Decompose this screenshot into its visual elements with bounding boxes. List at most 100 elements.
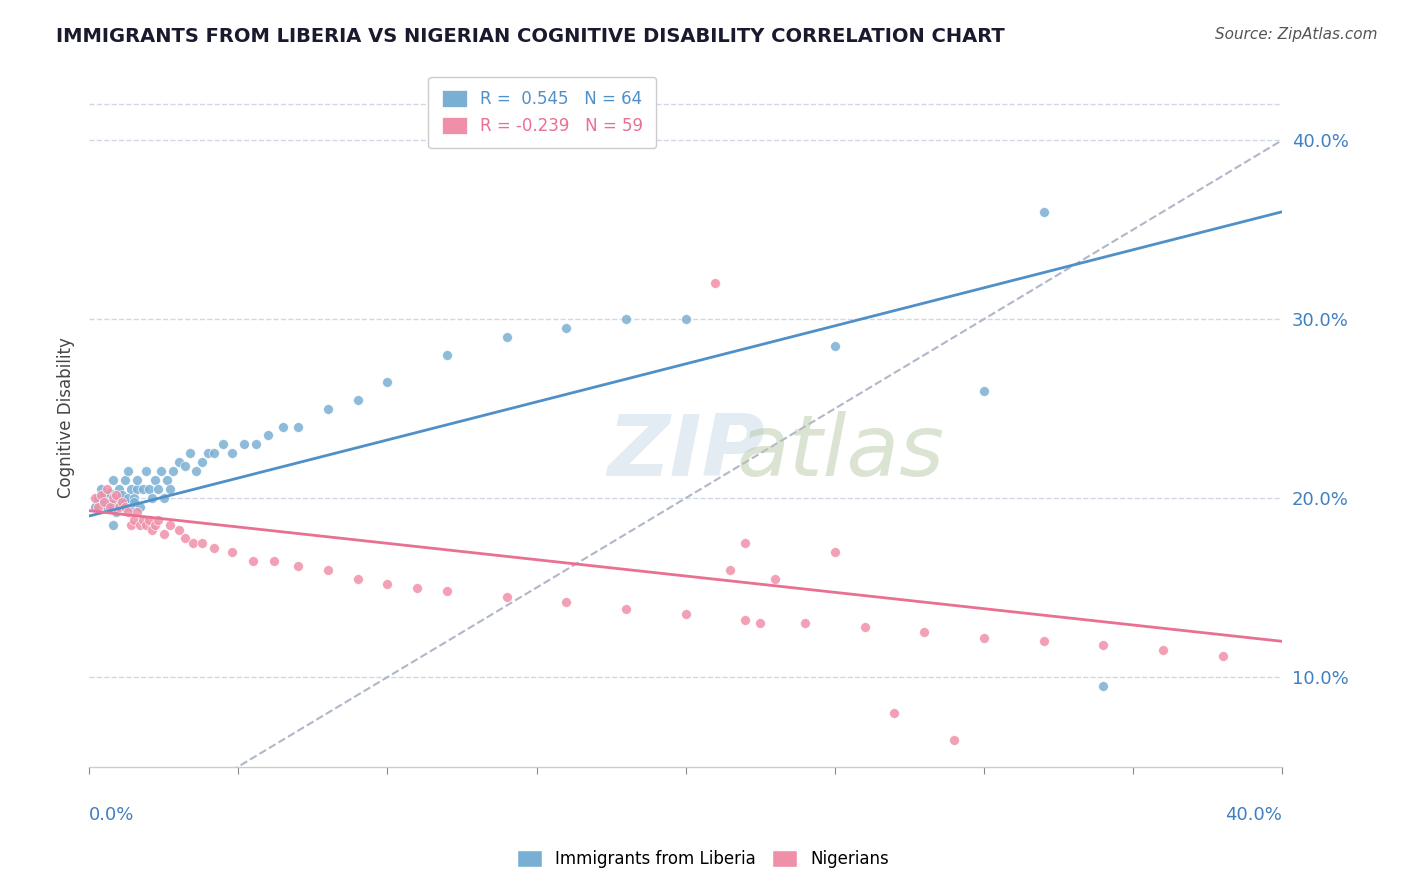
Point bbox=[257, 428, 280, 442]
Point bbox=[186, 464, 208, 478]
Point bbox=[1032, 634, 1054, 648]
Point bbox=[90, 487, 112, 501]
Point bbox=[973, 631, 995, 645]
Point bbox=[555, 595, 578, 609]
Point bbox=[138, 513, 160, 527]
Point bbox=[117, 491, 139, 505]
Point bbox=[146, 482, 169, 496]
Point bbox=[202, 541, 225, 556]
Point bbox=[316, 563, 339, 577]
Point bbox=[943, 732, 966, 747]
Point bbox=[734, 536, 756, 550]
Point bbox=[377, 577, 399, 591]
Point bbox=[263, 554, 285, 568]
Point bbox=[555, 321, 578, 335]
Point bbox=[1092, 638, 1115, 652]
Point bbox=[191, 455, 214, 469]
Point bbox=[159, 482, 181, 496]
Y-axis label: Cognitive Disability: Cognitive Disability bbox=[58, 337, 75, 498]
Point bbox=[221, 545, 243, 559]
Point bbox=[824, 545, 846, 559]
Point bbox=[138, 482, 160, 496]
Point bbox=[84, 491, 107, 505]
Point bbox=[718, 563, 741, 577]
Point bbox=[242, 554, 264, 568]
Text: Source: ZipAtlas.com: Source: ZipAtlas.com bbox=[1215, 27, 1378, 42]
Point bbox=[111, 500, 134, 514]
Point bbox=[125, 482, 148, 496]
Point bbox=[156, 473, 179, 487]
Point bbox=[128, 518, 150, 533]
Point bbox=[794, 616, 817, 631]
Point bbox=[704, 277, 727, 291]
Point bbox=[111, 494, 134, 508]
Point bbox=[104, 494, 127, 508]
Point bbox=[152, 527, 174, 541]
Point bbox=[221, 446, 243, 460]
Point bbox=[98, 500, 121, 514]
Point bbox=[98, 485, 121, 500]
Point bbox=[245, 437, 267, 451]
Point bbox=[132, 513, 155, 527]
Point bbox=[120, 482, 142, 496]
Point bbox=[96, 500, 118, 514]
Point bbox=[141, 491, 163, 505]
Point bbox=[146, 513, 169, 527]
Point bbox=[120, 500, 142, 514]
Point bbox=[96, 482, 118, 496]
Point bbox=[111, 487, 134, 501]
Point bbox=[132, 482, 155, 496]
Point bbox=[495, 590, 517, 604]
Point bbox=[117, 464, 139, 478]
Point bbox=[202, 446, 225, 460]
Legend: Immigrants from Liberia, Nigerians: Immigrants from Liberia, Nigerians bbox=[510, 843, 896, 875]
Point bbox=[101, 491, 124, 505]
Point bbox=[104, 506, 127, 520]
Text: atlas: atlas bbox=[737, 411, 945, 494]
Point bbox=[167, 455, 190, 469]
Point bbox=[287, 419, 309, 434]
Point bbox=[114, 494, 136, 508]
Point bbox=[93, 487, 115, 501]
Point bbox=[614, 602, 637, 616]
Point bbox=[104, 487, 127, 501]
Point bbox=[108, 482, 131, 496]
Point bbox=[233, 437, 256, 451]
Point bbox=[271, 419, 294, 434]
Point bbox=[377, 375, 399, 389]
Point bbox=[824, 339, 846, 353]
Point bbox=[1152, 643, 1174, 657]
Point bbox=[125, 473, 148, 487]
Point bbox=[912, 625, 935, 640]
Point bbox=[141, 524, 163, 538]
Point bbox=[212, 437, 235, 451]
Point bbox=[143, 518, 166, 533]
Point bbox=[87, 500, 110, 514]
Point bbox=[122, 513, 145, 527]
Point bbox=[122, 491, 145, 505]
Point bbox=[973, 384, 995, 398]
Point bbox=[93, 494, 115, 508]
Point bbox=[1032, 204, 1054, 219]
Point bbox=[159, 518, 181, 533]
Point bbox=[114, 473, 136, 487]
Point bbox=[108, 500, 131, 514]
Point bbox=[120, 518, 142, 533]
Text: 40.0%: 40.0% bbox=[1226, 806, 1282, 824]
Point bbox=[614, 312, 637, 326]
Point bbox=[128, 500, 150, 514]
Point bbox=[883, 706, 905, 720]
Point bbox=[287, 559, 309, 574]
Point bbox=[1092, 679, 1115, 693]
Point bbox=[149, 464, 172, 478]
Point bbox=[108, 491, 131, 505]
Point bbox=[122, 494, 145, 508]
Point bbox=[135, 464, 157, 478]
Point bbox=[436, 348, 458, 362]
Point bbox=[143, 473, 166, 487]
Text: ZIP: ZIP bbox=[607, 411, 765, 494]
Point bbox=[749, 616, 772, 631]
Point bbox=[1212, 648, 1234, 663]
Point bbox=[173, 531, 195, 545]
Point bbox=[93, 494, 115, 508]
